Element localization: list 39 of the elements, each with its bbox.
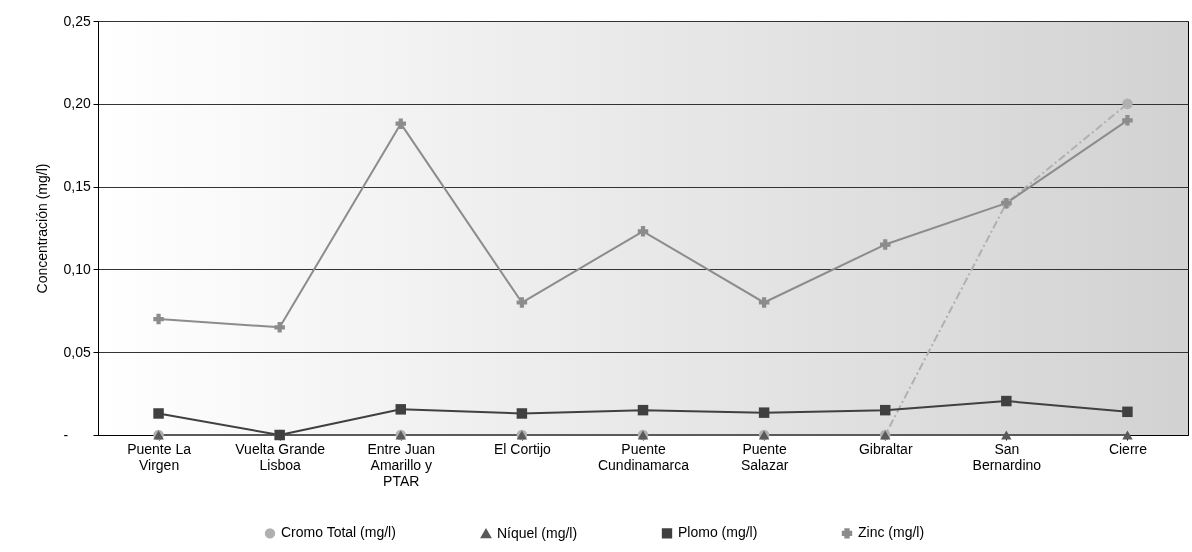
y-tick-label: 0,15 bbox=[63, 178, 91, 195]
point bbox=[516, 297, 528, 308]
point bbox=[637, 226, 649, 237]
y-tick-label: - bbox=[63, 426, 69, 443]
point bbox=[1122, 430, 1133, 440]
point bbox=[1122, 115, 1133, 126]
point bbox=[1001, 430, 1012, 440]
y-tick-label: 0,25 bbox=[63, 12, 91, 29]
point bbox=[1001, 395, 1012, 407]
point bbox=[1122, 406, 1133, 418]
point bbox=[274, 322, 285, 333]
y-axis-title: Concentración (mg/l) bbox=[33, 163, 50, 294]
point bbox=[758, 407, 770, 418]
legend-label: Níquel (mg/l) bbox=[497, 524, 578, 541]
x-tick-label: Gibraltar bbox=[858, 440, 913, 457]
point bbox=[516, 408, 528, 419]
legend-label: Plomo (mg/l) bbox=[678, 524, 758, 541]
y-tick-label: 0,10 bbox=[63, 260, 91, 277]
point bbox=[153, 408, 164, 419]
point bbox=[637, 404, 649, 416]
x-tick-label: Entre Juan Amarillo y PTAR bbox=[367, 440, 436, 489]
y-tick-label: 0,20 bbox=[63, 95, 91, 112]
x-tick-label: Cierre bbox=[1108, 440, 1148, 457]
x-tick-label: El Cortijo bbox=[493, 440, 551, 457]
point bbox=[395, 118, 407, 129]
x-tick-label: Puente Cundinamarca bbox=[597, 440, 690, 473]
point bbox=[153, 313, 164, 325]
x-tick-label: Puente La Virgen bbox=[127, 440, 192, 473]
point bbox=[879, 239, 891, 250]
point bbox=[1122, 98, 1133, 110]
y-tick-label: 0,05 bbox=[63, 343, 91, 360]
point bbox=[879, 404, 891, 416]
legend-label: Cromo Total (mg/l) bbox=[281, 524, 396, 541]
x-tick-label: Vuelta Grande Lisboa bbox=[235, 440, 326, 473]
point bbox=[395, 404, 407, 415]
point bbox=[758, 297, 770, 308]
legend-label: Zinc (mg/l) bbox=[858, 524, 925, 541]
x-tick-label: San Bernardino bbox=[972, 440, 1042, 473]
x-tick-label: Puente Salazar bbox=[740, 440, 789, 473]
